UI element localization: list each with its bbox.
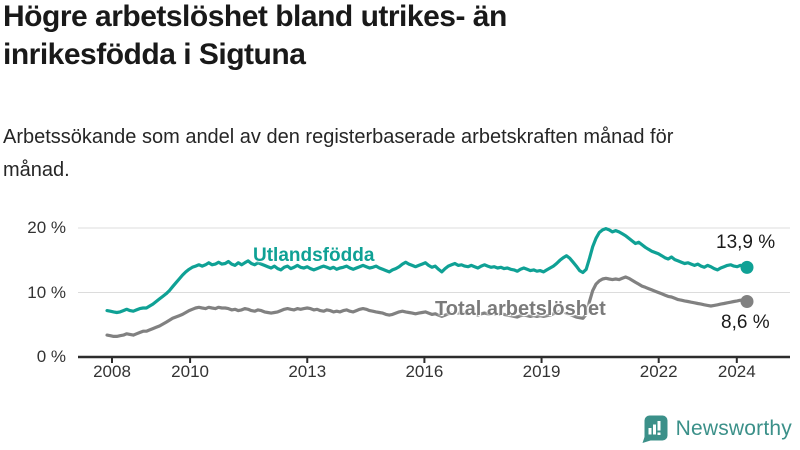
newsworthy-logo-icon (642, 415, 668, 443)
series-line-1 (105, 275, 749, 338)
series-end-dot-0 (740, 260, 754, 274)
y-tick-label: 0 % (36, 347, 66, 366)
series-label-utlandsfodda: Utlandsfödda (253, 245, 375, 266)
x-tick-label: 2008 (93, 362, 131, 381)
end-value-total: 8,6 % (721, 312, 770, 333)
x-tick-label: 2024 (717, 362, 756, 381)
end-value-utlandsfodda: 13,9 % (716, 232, 776, 253)
series-label-total: Total arbetslöshet (435, 298, 606, 320)
series-line-0 (105, 227, 749, 315)
y-tick-label: 20 % (27, 218, 66, 237)
page-title: Högre arbetslöshet bland utrikes- än inr… (3, 0, 507, 71)
y-tick-label: 10 % (27, 282, 66, 302)
x-tick-label: 2013 (288, 362, 327, 381)
x-tick-label: 2016 (405, 362, 444, 381)
x-tick-label: 2019 (522, 362, 561, 381)
series-end-dot-1 (740, 295, 754, 309)
x-tick-label: 2010 (171, 362, 209, 381)
newsworthy-logo-text: Newsworthy (675, 416, 792, 440)
chart-subtitle: Arbetssökande som andel av den registerb… (3, 126, 674, 181)
x-tick-label: 2022 (639, 362, 678, 381)
newsworthy-logo: Newsworthy (641, 414, 792, 443)
